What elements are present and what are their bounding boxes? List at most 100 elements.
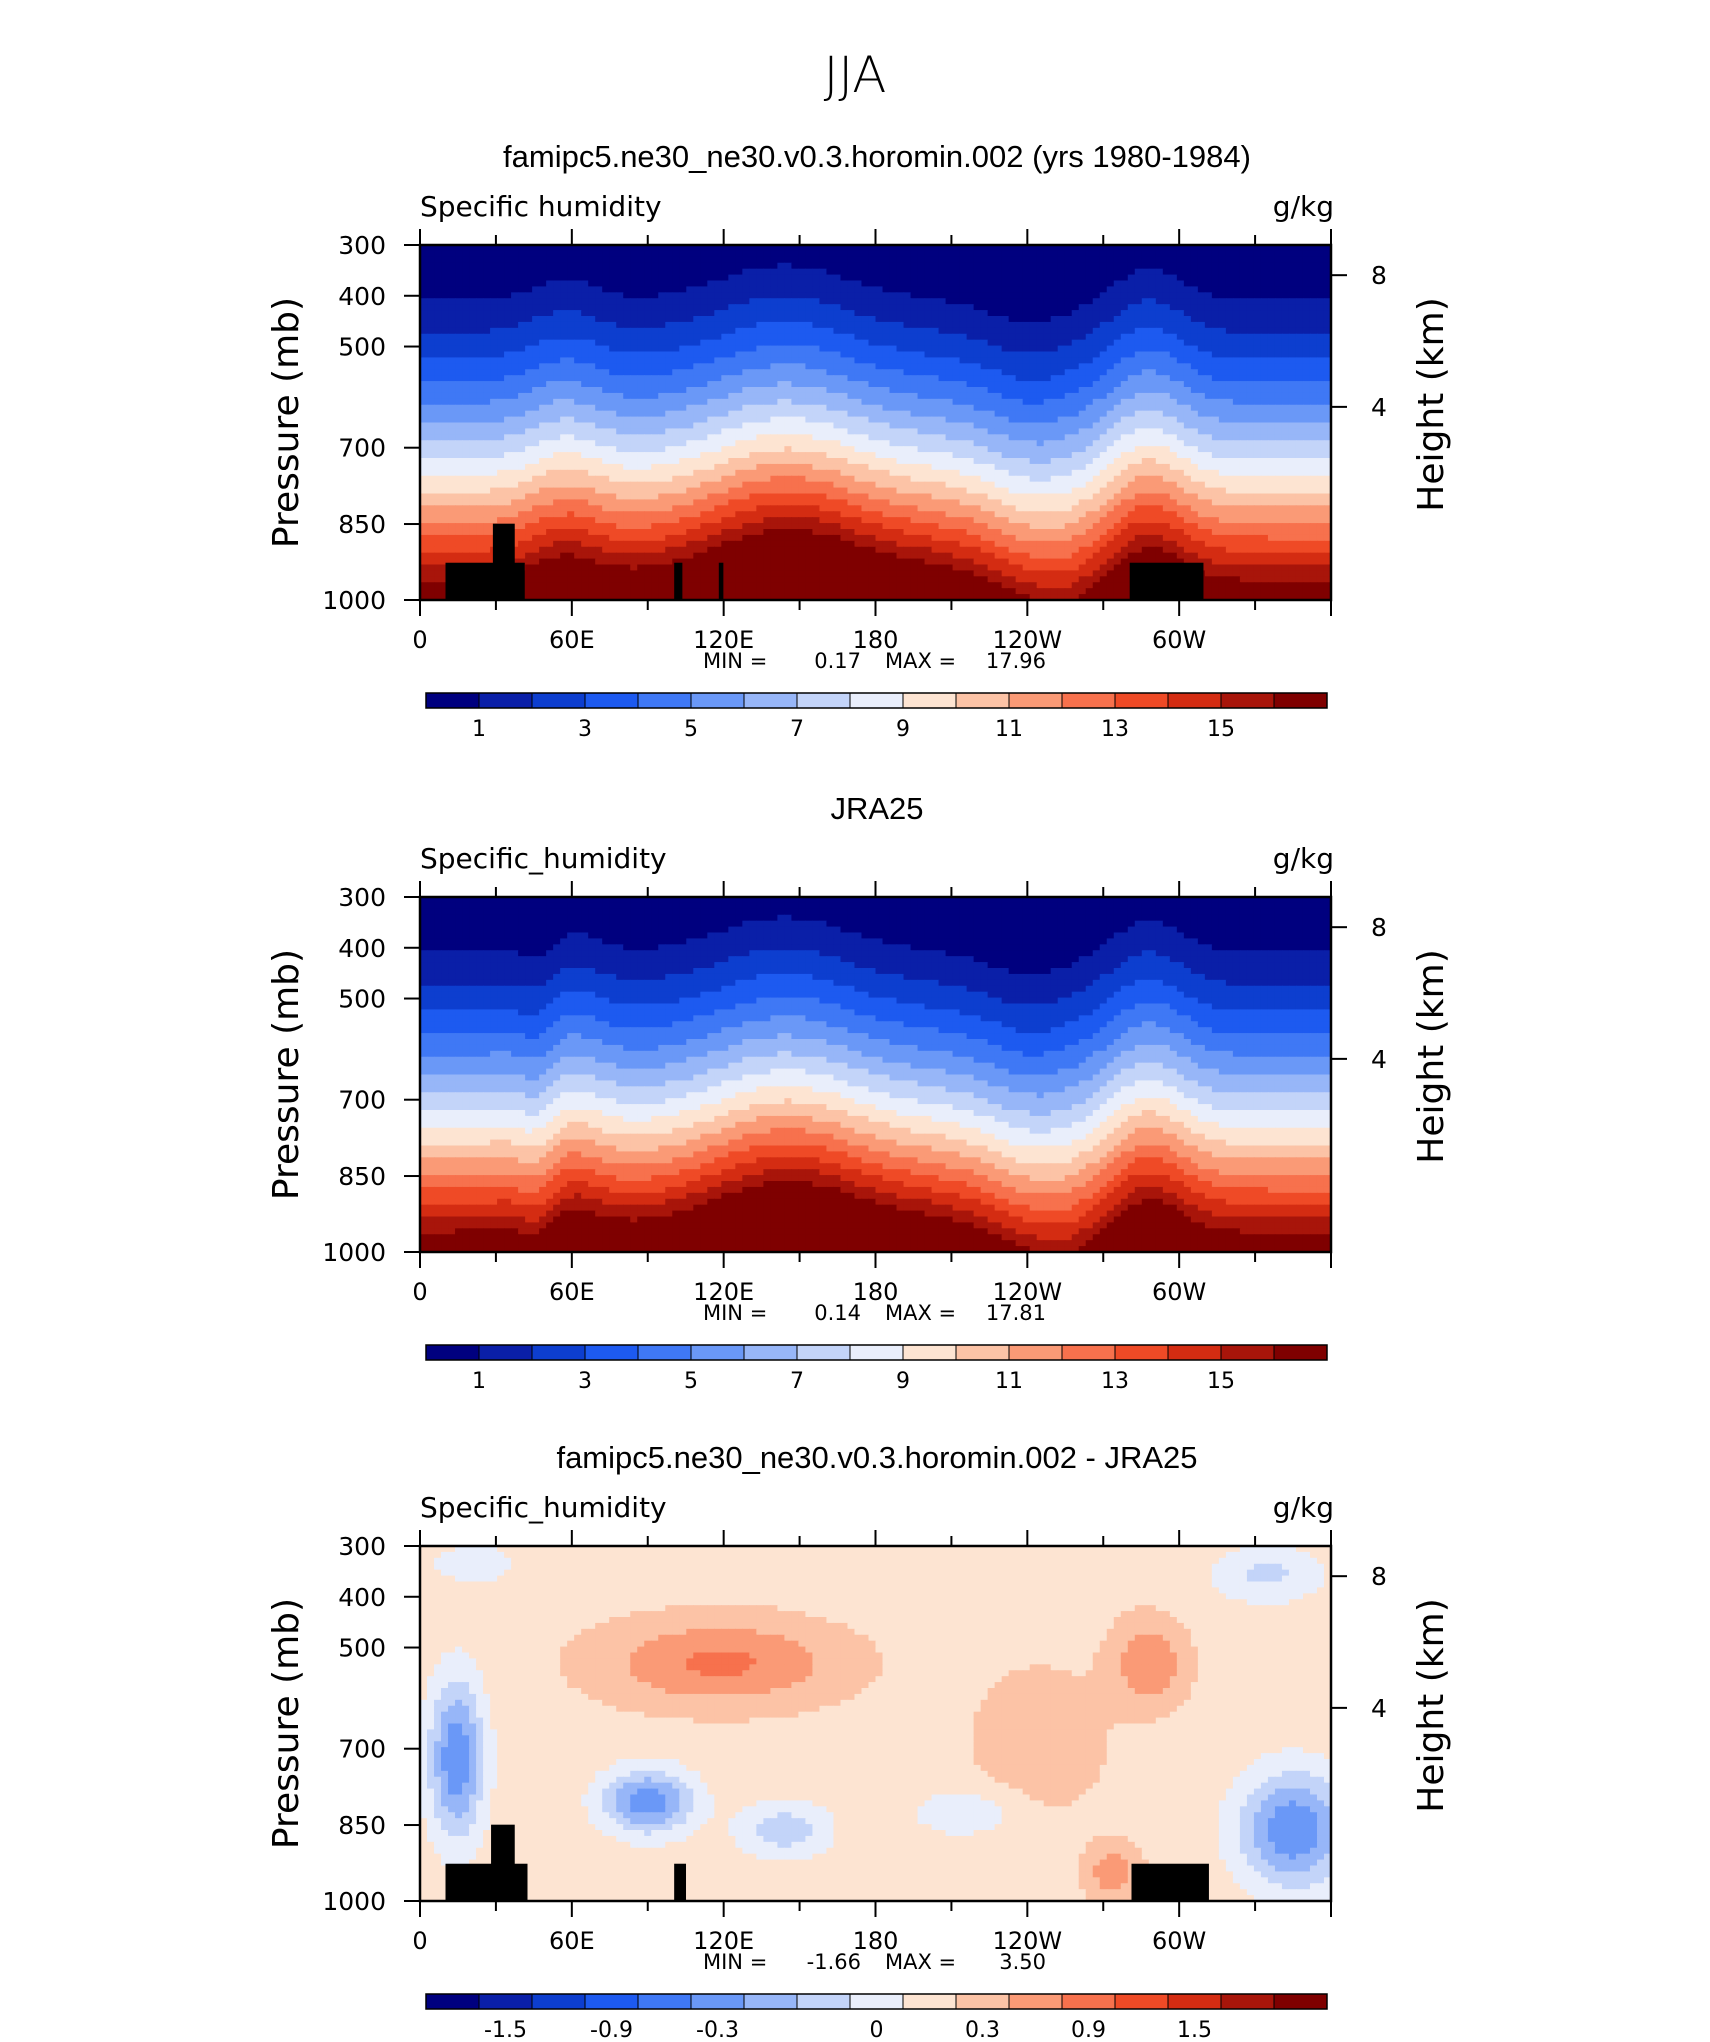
contour-cell: [427, 280, 435, 288]
contour-cell: [511, 452, 519, 459]
contour-cell: [665, 363, 673, 370]
contour-cell: [931, 369, 940, 376]
contour-cell: [637, 339, 645, 347]
contour-cell: [777, 339, 785, 347]
contour-cell: [777, 327, 785, 335]
contour-cell: [1211, 256, 1220, 264]
contour-cell: [1204, 422, 1213, 430]
contour-cell: [966, 463, 975, 471]
contour-cell: [700, 446, 708, 453]
contour-cell: [777, 392, 785, 400]
contour-cell: [938, 375, 947, 382]
contour-cell: [525, 375, 533, 382]
contour-cell: [476, 268, 484, 276]
contour-cell: [1190, 416, 1199, 424]
contour-cell: [525, 292, 533, 299]
contour-cell: [1029, 345, 1038, 353]
contour-cell: [672, 316, 680, 323]
contour-cell: [546, 363, 554, 370]
contour-cell: [763, 245, 771, 252]
contour-cell: [707, 434, 715, 441]
contour-cell: [567, 452, 575, 459]
contour-cell: [609, 316, 617, 323]
contour-cell: [1113, 274, 1122, 282]
contour-cell: [889, 410, 898, 418]
contour-cell: [847, 463, 856, 471]
contour-cell: [693, 392, 701, 400]
contour-cell: [1043, 304, 1052, 311]
contour-cell: [679, 274, 687, 282]
contour-cell: [483, 392, 491, 400]
contour-cell: [441, 404, 449, 412]
contour-cell: [728, 357, 736, 364]
contour-cell: [469, 268, 477, 276]
contour-cell: [812, 298, 821, 305]
contour-cell: [1169, 250, 1178, 258]
contour-cell: [966, 428, 975, 435]
contour-cell: [693, 345, 701, 353]
contour-cell: [1113, 351, 1122, 359]
contour-cell: [945, 410, 954, 418]
contour-cell: [770, 463, 778, 471]
contour-cell: [616, 292, 624, 299]
contour-cell: [973, 410, 982, 418]
contour-cell: [952, 274, 961, 282]
contour-cell: [497, 381, 505, 388]
contour-cell: [931, 410, 940, 418]
contour-cell: [924, 416, 933, 424]
contour-cell: [644, 310, 652, 317]
contour-cell: [777, 250, 785, 258]
contour-cell: [1232, 256, 1241, 264]
contour-cell: [497, 292, 505, 299]
contour-cell: [735, 428, 743, 435]
contour-cell: [420, 422, 428, 430]
contour-cell: [630, 410, 638, 418]
contour-cell: [938, 316, 947, 323]
contour-cell: [1309, 351, 1318, 359]
contour-cell: [609, 375, 617, 382]
contour-cell: [609, 381, 617, 388]
contour-cell: [1232, 369, 1241, 376]
contour-cell: [854, 422, 863, 430]
contour-cell: [1267, 398, 1276, 406]
contour-cell: [882, 404, 891, 412]
contour-cell: [609, 416, 617, 424]
contour-cell: [1155, 416, 1164, 424]
contour-cell: [1183, 434, 1192, 441]
contour-cell: [546, 416, 554, 424]
contour-cell: [518, 339, 526, 347]
contour-cell: [581, 351, 589, 359]
contour-cell: [1029, 304, 1038, 311]
contour-cell: [658, 416, 666, 424]
contour-cell: [903, 316, 912, 323]
contour-cell: [931, 316, 940, 323]
contour-cell: [560, 351, 568, 359]
contour-cell: [875, 381, 884, 388]
contour-cell: [1183, 316, 1192, 323]
contour-cell: [700, 351, 708, 359]
contour-cell: [497, 316, 505, 323]
contour-cell: [1288, 357, 1297, 364]
contour-cell: [665, 434, 673, 441]
contour-cell: [1197, 310, 1206, 317]
contour-cell: [721, 398, 729, 406]
contour-cell: [469, 434, 477, 441]
contour-cell: [1008, 321, 1017, 329]
contour-cell: [707, 268, 715, 276]
contour-cell: [1211, 298, 1220, 305]
contour-cell: [945, 292, 954, 299]
contour-cell: [1001, 387, 1010, 394]
variable-label: Specific humidity: [420, 190, 662, 223]
contour-cell: [966, 458, 975, 465]
contour-cell: [427, 256, 435, 264]
contour-cell: [784, 428, 793, 435]
contour-cell: [1267, 262, 1276, 270]
contour-cell: [847, 250, 856, 258]
contour-cell: [1316, 262, 1325, 270]
contour-cell: [1106, 321, 1115, 329]
contour-cell: [1295, 428, 1304, 435]
contour-cell: [455, 304, 463, 311]
contour-cell: [693, 245, 701, 252]
contour-cell: [1127, 339, 1136, 347]
contour-cell: [518, 292, 526, 299]
